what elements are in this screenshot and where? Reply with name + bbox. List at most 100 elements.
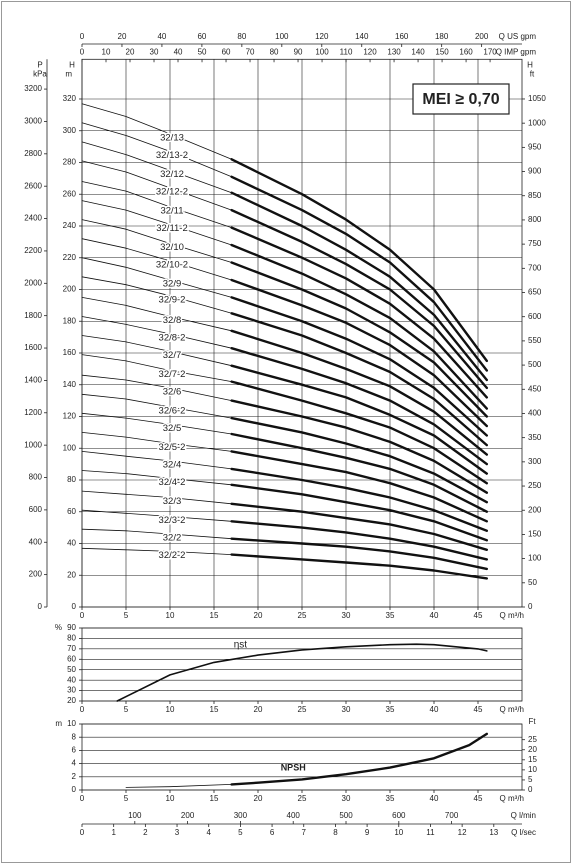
top-tick-label: 30: [150, 47, 159, 56]
curve: [230, 243, 488, 410]
bottom-tick-label: 0: [80, 828, 85, 837]
y-tick-label: 0: [72, 785, 77, 794]
y-tick-label: 140: [63, 380, 77, 389]
curve: [230, 226, 488, 399]
curve-thin: [81, 509, 232, 522]
y-tick-label: 20: [67, 696, 76, 705]
curve-thin: [81, 238, 232, 281]
top-axis-label: Q US gpm: [499, 32, 537, 41]
left-tick-label: 600: [29, 505, 43, 514]
bottom-tick-label: 3: [175, 828, 180, 837]
right-tick-label: 700: [528, 263, 542, 272]
left-tick-label: 2800: [24, 149, 42, 158]
series-label: 32/5: [163, 423, 182, 434]
top-tick-label: 40: [157, 32, 166, 41]
y-tick-label: 50: [67, 665, 76, 674]
series-label: 32/13: [160, 132, 184, 143]
y-axis-label: H: [69, 60, 75, 69]
curve: [230, 416, 488, 504]
top-tick-label: 80: [270, 47, 279, 56]
x-tick-label: 10: [166, 794, 175, 803]
y-tick-label: 160: [63, 348, 77, 357]
y-tick-label: 6: [72, 746, 77, 755]
bottom-tick-label: 5: [238, 828, 243, 837]
y-axis-unit: m: [55, 719, 62, 728]
x-tick-label: 25: [298, 705, 307, 714]
x-tick-label: 20: [254, 705, 263, 714]
series-label: 32/7: [163, 350, 182, 361]
x-tick-label: 40: [430, 705, 439, 714]
curve: [230, 399, 488, 494]
top-tick-label: 20: [126, 47, 135, 56]
y-tick-label: 180: [63, 316, 77, 325]
left-tick-label: 1400: [24, 376, 42, 385]
right-tick-label: 500: [528, 360, 542, 369]
top-tick-label: 200: [475, 32, 489, 41]
right-tick-label: 20: [528, 745, 537, 754]
curve: [230, 329, 488, 456]
annotation: NPSH: [281, 763, 306, 773]
top-tick-label: 150: [435, 47, 449, 56]
top-axis-label: Q IMP gpm: [496, 47, 537, 56]
left-axis-label: P: [37, 60, 42, 69]
top-tick-label: 60: [197, 32, 206, 41]
curve: [230, 537, 488, 571]
bottom-axis-label: Q l/min: [511, 811, 536, 820]
x-tick-label: 15: [210, 794, 219, 803]
series-label: 32/11-2: [156, 223, 188, 234]
right-tick-label: 900: [528, 167, 542, 176]
series-label: 32/5-2: [159, 442, 186, 453]
curve: [230, 380, 488, 485]
series-label: 32/4-2: [159, 477, 186, 488]
series-label: 32/10-2: [156, 259, 188, 270]
left-tick-label: 1000: [24, 440, 42, 449]
x-tick-label: 35: [386, 794, 395, 803]
right-tick-label: 25: [528, 735, 537, 744]
left-tick-label: 200: [29, 570, 43, 579]
series-label: 32/13-2: [156, 150, 188, 161]
right-tick-label: 850: [528, 191, 542, 200]
curve-thin: [81, 432, 232, 452]
right-tick-label: 400: [528, 409, 542, 418]
x-tick-label: 45: [474, 611, 483, 620]
x-tick-label: 30: [342, 705, 351, 714]
y-tick-label: 260: [63, 189, 77, 198]
curve: [230, 502, 488, 551]
bottom-tick-label: 6: [270, 828, 275, 837]
curve-thin: [81, 547, 232, 555]
curve: [230, 312, 488, 447]
right-tick-label: 450: [528, 384, 542, 393]
bottom-tick-label: 1: [111, 828, 116, 837]
y-tick-label: 2: [72, 772, 77, 781]
x-tick-label: 0: [80, 611, 85, 620]
curve: [230, 261, 488, 418]
series-label: 32/3-2: [159, 515, 186, 526]
x-tick-label: 45: [474, 794, 483, 803]
series-label: 32/6: [163, 386, 182, 397]
series-label: 32/10: [160, 242, 184, 253]
left-tick-label: 3000: [24, 117, 42, 126]
top-tick-label: 50: [198, 47, 207, 56]
right-tick-label: 600: [528, 312, 542, 321]
y-tick-label: 0: [72, 602, 77, 611]
y-tick-label: 120: [63, 412, 77, 421]
y-tick-label: 40: [67, 539, 76, 548]
y-tick-label: 80: [67, 634, 76, 643]
curve-thin: [81, 374, 232, 401]
top-tick-label: 130: [387, 47, 401, 56]
y-tick-label: 280: [63, 158, 77, 167]
series-label: 32/9-2: [159, 294, 186, 305]
right-tick-label: 800: [528, 215, 542, 224]
top-tick-label: 10: [102, 47, 111, 56]
curve-thin: [81, 122, 232, 178]
top-tick-label: 90: [294, 47, 303, 56]
x-axis-label: Q m³/h: [500, 705, 524, 714]
series-label: 32/2: [163, 532, 182, 543]
curve-thin: [81, 181, 232, 228]
x-tick-label: 15: [210, 705, 219, 714]
y-axis-unit: m: [65, 69, 72, 78]
curve: [230, 208, 488, 390]
curve-thin: [81, 297, 232, 332]
